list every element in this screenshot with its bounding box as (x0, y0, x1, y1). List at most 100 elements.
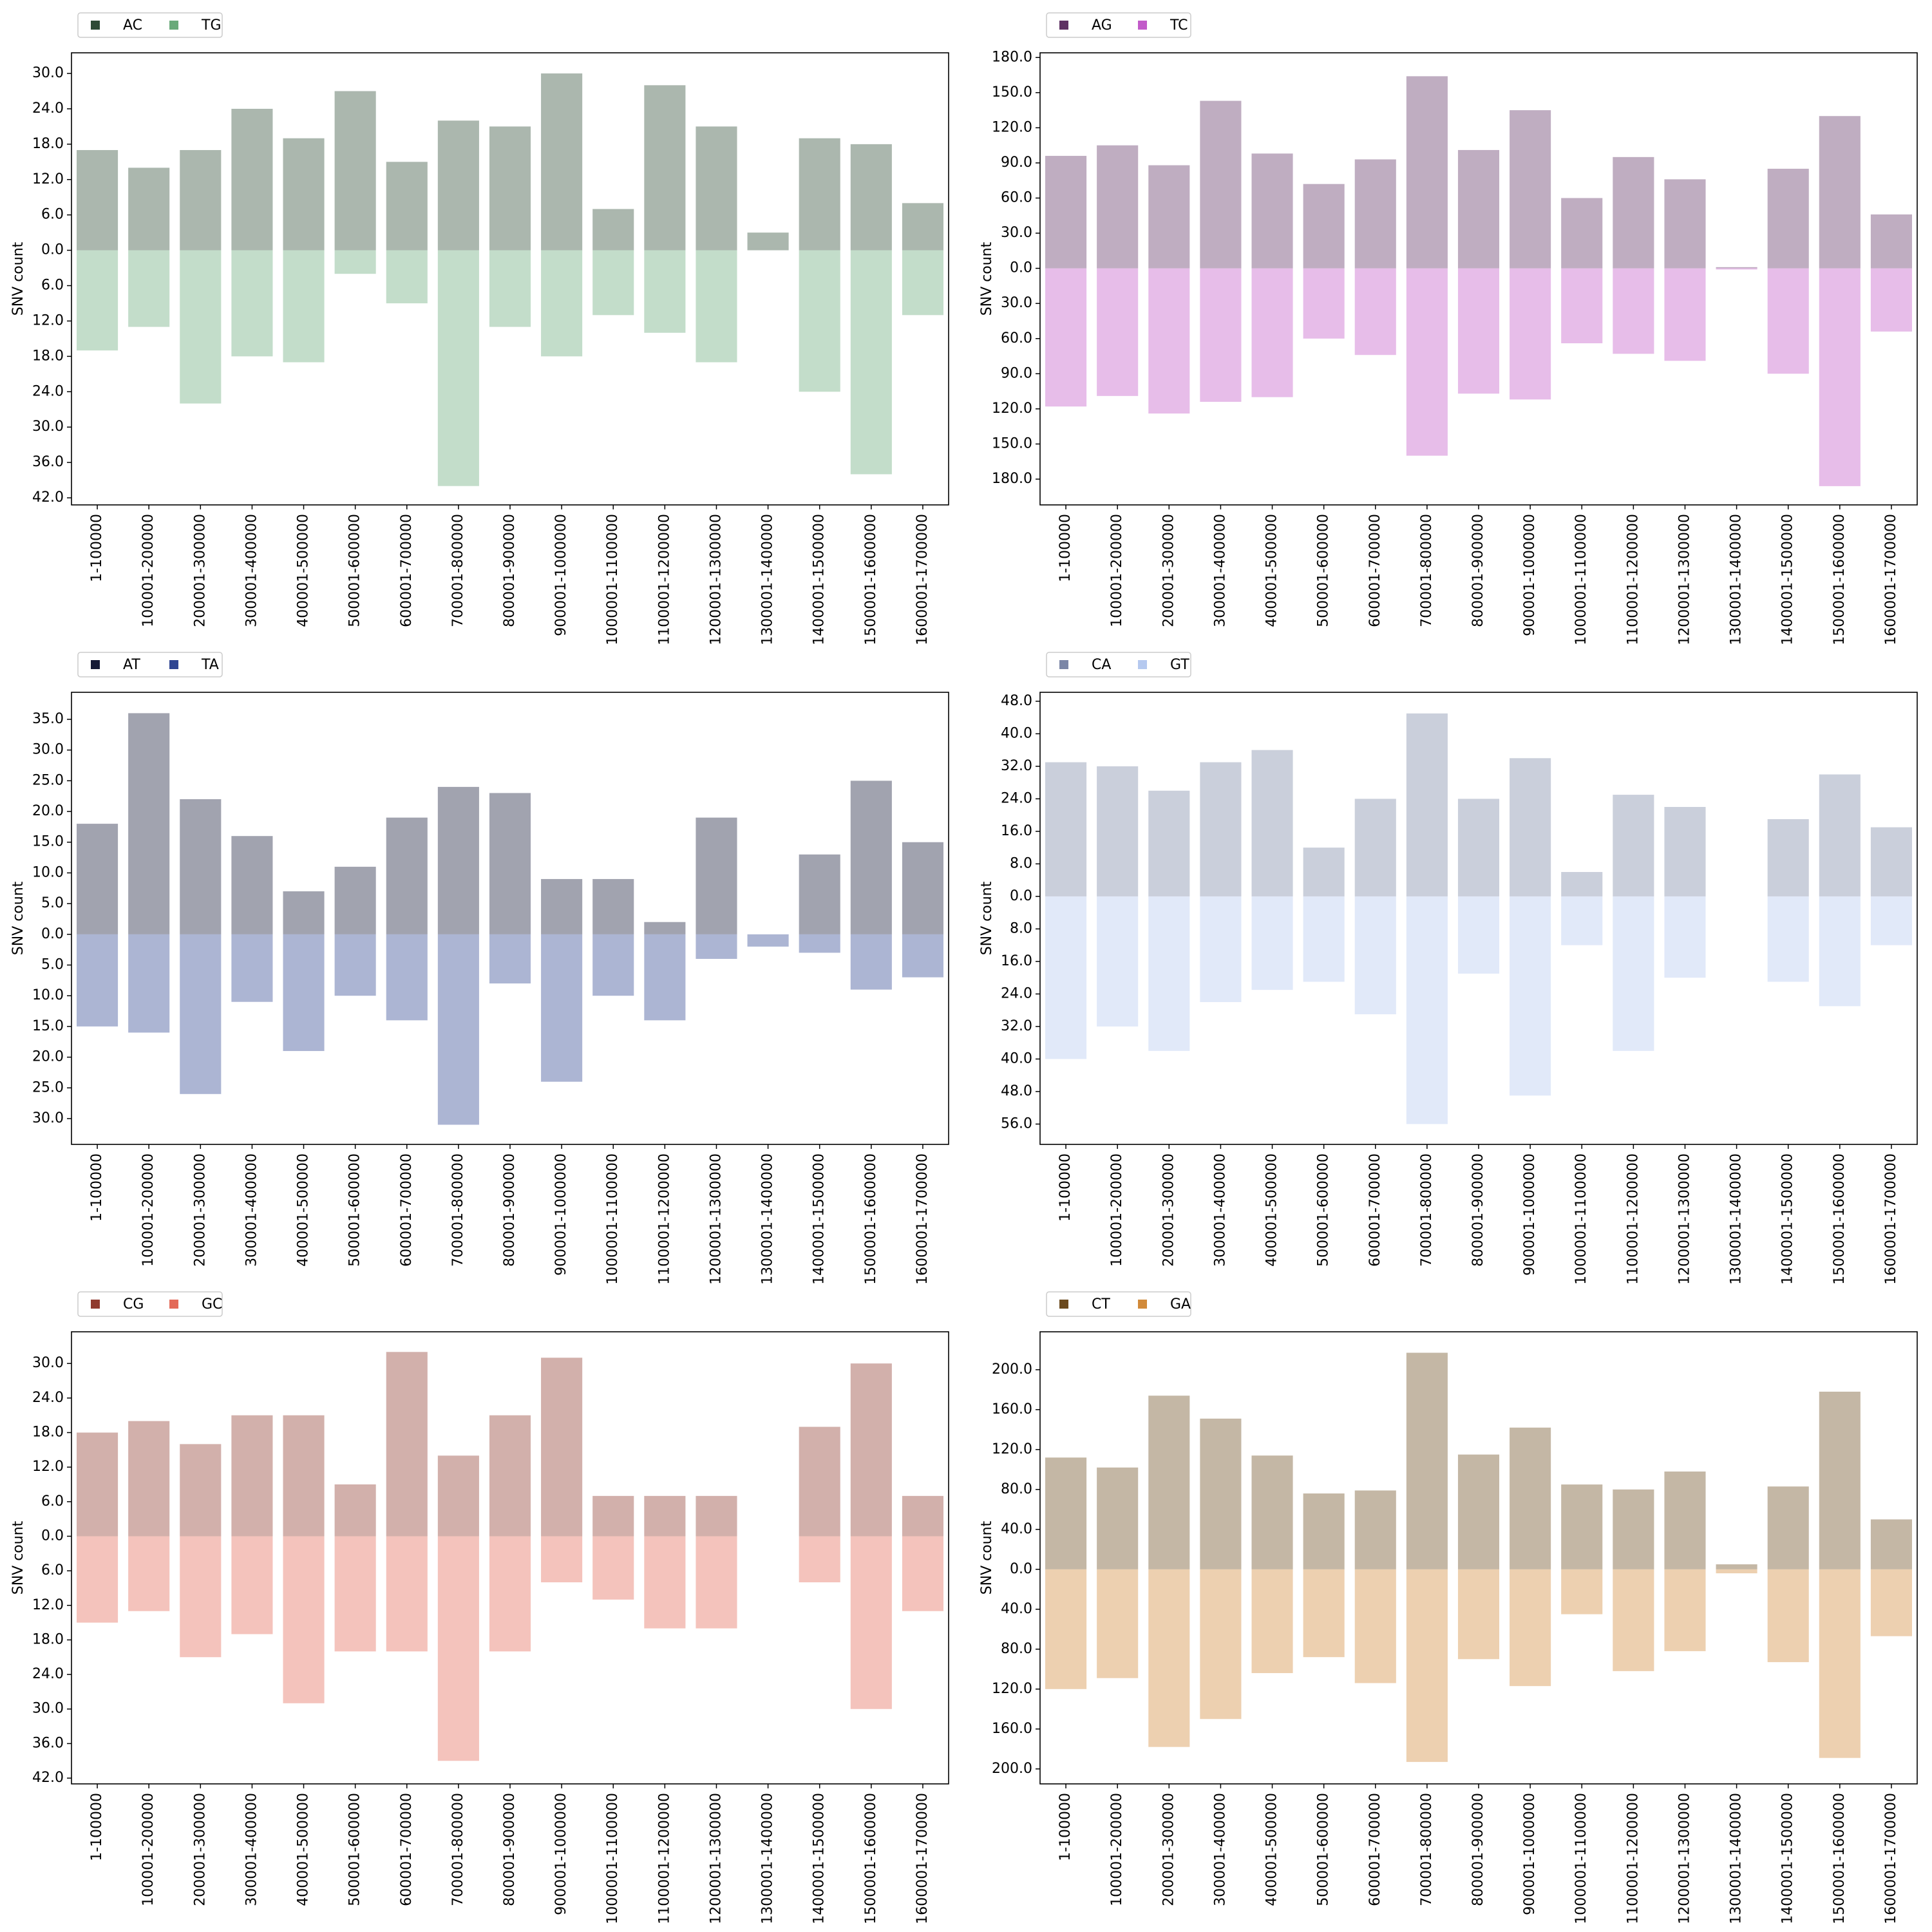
bar (644, 250, 686, 333)
x-tick-label: 1300001-1400000 (760, 514, 776, 645)
y-tick-label: 18.0 (32, 348, 64, 364)
x-tick-label: 1000001-1100000 (605, 1793, 621, 1924)
bar (1510, 758, 1551, 896)
bar (592, 250, 634, 316)
bar (1406, 268, 1448, 456)
bar (850, 781, 892, 934)
y-tick-label: 5.0 (41, 956, 64, 972)
x-tick-label: 1400001-1500000 (1780, 1793, 1796, 1924)
legend-swatch (169, 660, 178, 669)
x-tick-label: 1500001-1600000 (1832, 1793, 1848, 1924)
y-tick-label: 32.0 (1001, 758, 1032, 774)
legend-label: CA (1092, 657, 1111, 673)
bar (696, 817, 737, 934)
legend-label: GC (202, 1296, 222, 1312)
y-tick-label: 0.0 (41, 242, 64, 258)
x-tick-label: 1-100000 (89, 1153, 105, 1222)
bar (799, 138, 840, 251)
bar (541, 73, 583, 251)
x-tick-label: 1-100000 (89, 1793, 105, 1861)
bar (1716, 1569, 1757, 1574)
bar (437, 1455, 479, 1537)
bar (644, 922, 686, 934)
bar (1510, 1569, 1551, 1687)
legend-swatch (91, 1300, 100, 1309)
y-tick-label: 30.0 (32, 1110, 64, 1126)
y-tick-label: 90.0 (1001, 365, 1032, 381)
bar (334, 1484, 376, 1537)
legend-label: GA (1170, 1296, 1191, 1312)
y-tick-label: 30.0 (1001, 225, 1032, 241)
bar (1457, 149, 1500, 269)
bar (128, 1421, 170, 1537)
bar (334, 1536, 376, 1652)
bar (902, 1536, 943, 1611)
bar (283, 138, 325, 251)
y-tick-label: 16.0 (1001, 823, 1032, 839)
bar (1870, 827, 1912, 896)
bar (231, 1415, 273, 1537)
bar (1767, 896, 1809, 982)
x-tick-label: 1-100000 (1057, 1153, 1074, 1222)
x-tick-label: 100001-200000 (1109, 1153, 1125, 1267)
bar (180, 150, 222, 251)
x-tick-label: 300001-400000 (243, 1793, 260, 1906)
bar (1303, 184, 1345, 269)
bar (1870, 1519, 1912, 1569)
bar (1303, 1569, 1345, 1658)
y-tick-label: 35.0 (32, 711, 64, 727)
x-tick-label: 600001-700000 (399, 1153, 415, 1267)
bar (1664, 896, 1706, 978)
bar (231, 1536, 273, 1634)
x-tick-label: 800001-900000 (1470, 1793, 1486, 1906)
y-tick-label: 150.0 (992, 84, 1032, 100)
bar (1561, 896, 1603, 945)
bar (77, 250, 118, 351)
legend-swatch (169, 21, 178, 30)
x-tick-label: 900001-1000000 (553, 1153, 569, 1276)
bar (437, 934, 479, 1125)
bar (592, 1536, 634, 1600)
bar (1097, 766, 1139, 896)
x-tick-label: 1600001-1700000 (914, 1793, 931, 1924)
x-tick-label: 200001-300000 (1160, 1153, 1177, 1267)
bar (1561, 268, 1603, 344)
bar (1354, 799, 1396, 896)
subplot: 0.0 5.0 10.0 15.0 20.0 25.0 30.0 35.0 5.0 10.0 15.… (10, 652, 949, 1285)
x-tick-label: 1500001-1600000 (863, 1793, 879, 1924)
x-tick-label: 600001-700000 (399, 1793, 415, 1906)
y-tick-label: 20.0 (32, 1049, 64, 1065)
bar (1716, 1564, 1757, 1569)
bar (1354, 1569, 1396, 1683)
bar (541, 934, 583, 1082)
bar (644, 934, 686, 1021)
bar (1664, 1569, 1706, 1651)
subplot: 0.0 6.0 12.0 18.0 24.0 30.0 6.0 12.0 18.0 24.0 30.… (10, 12, 949, 645)
bar (1406, 76, 1448, 269)
x-tick-label: 1600001-1700000 (1883, 1153, 1899, 1285)
y-tick-label: 15.0 (32, 1018, 64, 1034)
legend-swatch (169, 1300, 178, 1309)
x-tick-label: 1500001-1600000 (863, 514, 879, 645)
bar (283, 250, 325, 363)
bar (592, 878, 634, 934)
bar (1148, 790, 1190, 896)
legend-box (1046, 12, 1191, 38)
y-tick-label: 120.0 (992, 1441, 1032, 1457)
y-tick-label: 48.0 (1001, 693, 1032, 709)
bar (77, 1536, 118, 1623)
legend-swatch (91, 660, 100, 669)
legend-label: TC (1170, 17, 1188, 33)
y-tick-label: 40.0 (1001, 1521, 1032, 1537)
x-tick-label: 1400001-1500000 (811, 514, 828, 645)
x-tick-label: 1300001-1400000 (760, 1793, 776, 1924)
bar (1251, 153, 1293, 269)
x-tick-label: 600001-700000 (1367, 1793, 1383, 1906)
bar (1664, 1471, 1706, 1569)
y-axis-label: SNV count (10, 1520, 26, 1595)
y-tick-label: 60.0 (1001, 190, 1032, 206)
x-tick-label: 1300001-1400000 (1728, 514, 1745, 645)
bar (128, 250, 170, 327)
x-tick-label: 200001-300000 (192, 1153, 208, 1267)
y-tick-label: 6.0 (41, 207, 64, 223)
